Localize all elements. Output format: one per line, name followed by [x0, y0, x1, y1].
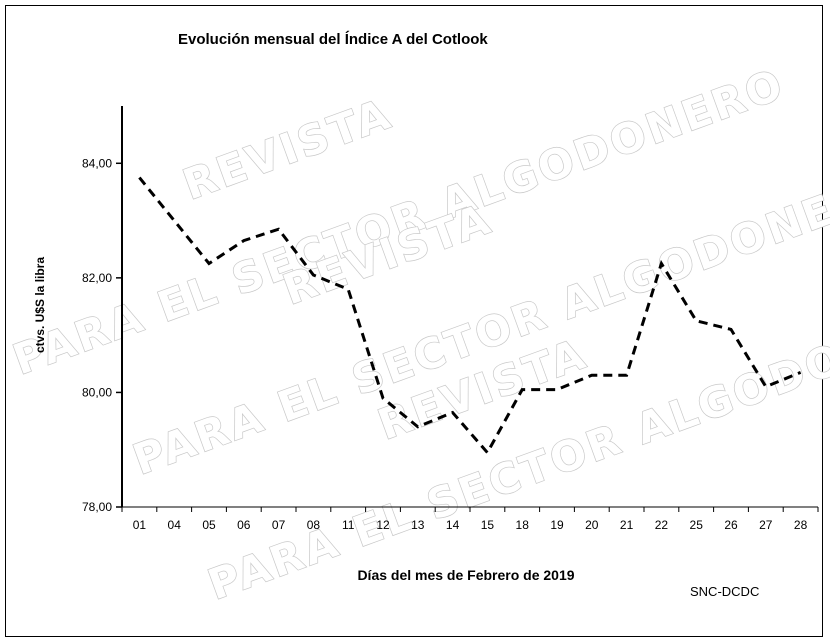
x-tick-label: 20 [585, 518, 599, 532]
x-tick-label: 08 [307, 518, 321, 532]
y-ticks: 78,00 80,00 82,00 84,00 [82, 156, 122, 514]
y-tick-label: 82,00 [82, 271, 112, 285]
x-axis-label: Días del mes de Febrero de 2019 [357, 567, 574, 583]
x-tick-label: 04 [168, 518, 182, 532]
x-tick-label: 25 [690, 518, 704, 532]
series-line-0 [138, 176, 802, 456]
watermark-revista-1: REVISTA [177, 89, 399, 210]
x-tick-label: 14 [446, 518, 460, 532]
x-tick-label: 22 [655, 518, 669, 532]
y-tick-label: 84,00 [82, 156, 112, 170]
x-tick-label: 26 [724, 518, 738, 532]
series-layer [138, 176, 802, 456]
x-tick-label: 07 [272, 518, 286, 532]
x-tick-label: 11 [342, 518, 355, 532]
x-tick-label: 27 [759, 518, 773, 532]
x-tick-label: 21 [620, 518, 634, 532]
x-tick-label: 18 [516, 518, 530, 532]
y-axis-label: ctvs. U$S la libra [33, 257, 47, 353]
x-tick-label: 12 [376, 518, 390, 532]
x-tick-label: 01 [133, 518, 147, 532]
source-note: SNC-DCDC [690, 584, 759, 599]
x-tick-label: 28 [794, 518, 808, 532]
x-tick-label: 05 [202, 518, 216, 532]
x-tick-label: 06 [237, 518, 251, 532]
x-tick-label: 19 [550, 518, 564, 532]
x-tick-label: 15 [481, 518, 495, 532]
y-tick-label: 78,00 [82, 500, 112, 514]
y-tick-label: 80,00 [82, 385, 112, 399]
x-ticks: 01 04 05 06 07 08 11 12 13 14 15 18 19 20 21 22 25 26 27 28 [121, 507, 819, 532]
chart-frame [5, 5, 823, 637]
chart-title: Evolución mensual del Índice A del Cotlo… [178, 31, 488, 48]
watermark-sector-1: PARA EL SECTOR ALGODONERO [7, 59, 791, 384]
x-tick-label: 13 [411, 518, 425, 532]
